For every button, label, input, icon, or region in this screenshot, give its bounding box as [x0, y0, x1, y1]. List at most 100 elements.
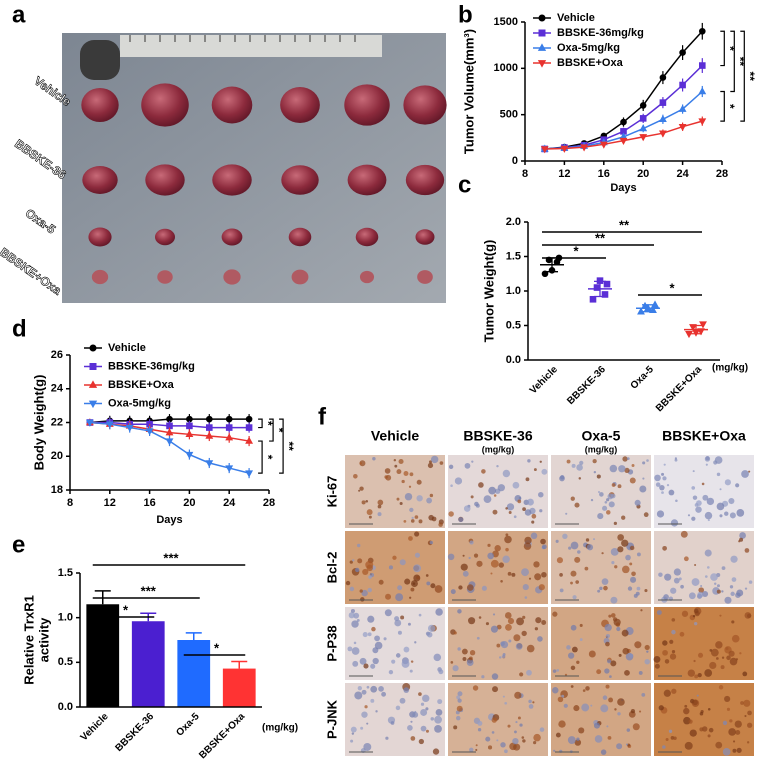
- ihc-cell: [608, 697, 614, 703]
- ihc-cell: [702, 494, 709, 501]
- significance-bracket: [730, 30, 735, 93]
- ihc-cell: [356, 543, 361, 548]
- y-tick-label: 0.0: [506, 354, 521, 366]
- ihc-cell: [434, 585, 443, 593]
- ihc-cell: [412, 711, 419, 718]
- ihc-cell: [689, 729, 697, 737]
- ihc-cell: [496, 739, 499, 742]
- ihc-cell: [687, 669, 696, 677]
- tumor: [288, 227, 312, 247]
- y-tick-label: 0.0: [58, 701, 73, 713]
- ihc-cell: [374, 641, 383, 650]
- ihc-cell: [404, 578, 411, 585]
- ihc-cell: [359, 460, 366, 467]
- ihc-cell: [616, 626, 621, 632]
- ihc-cell: [556, 668, 560, 672]
- ihc-image: [448, 607, 548, 680]
- point: [206, 424, 213, 431]
- ihc-cell: [438, 669, 444, 675]
- ihc-cell: [562, 533, 568, 539]
- ihc-cell: [704, 669, 713, 677]
- ihc-cell: [669, 639, 674, 644]
- ihc-cell: [491, 731, 495, 734]
- ihc-cell: [448, 511, 454, 517]
- ihc-cell: [469, 650, 476, 656]
- ihc-cell: [502, 695, 505, 698]
- ihc-cell: [626, 728, 631, 732]
- ihc-cell: [458, 585, 463, 590]
- panel-label: c: [458, 171, 471, 198]
- ihc-row-label: Ki-67: [324, 476, 339, 508]
- ihc-column-note: (mg/kg): [482, 444, 515, 454]
- ihc-cell: [414, 552, 421, 558]
- ihc-cell: [422, 694, 430, 703]
- significance-label: *: [272, 428, 286, 433]
- ihc-cell: [577, 550, 581, 554]
- ihc-cell: [557, 696, 564, 703]
- ihc-cell: [585, 686, 590, 691]
- significance-bracket: [279, 418, 284, 474]
- point: [125, 424, 134, 432]
- ihc-cell: [724, 596, 732, 604]
- ihc-cell: [537, 636, 543, 642]
- ihc-cell: [552, 611, 558, 617]
- ihc-cell: [372, 456, 376, 461]
- ihc-cell: [668, 729, 673, 733]
- ihc-cell: [407, 725, 413, 731]
- ihc-cell: [735, 658, 739, 661]
- x-tick-label: 20: [637, 168, 649, 180]
- tumor: [223, 269, 241, 285]
- x-axis-label: Days: [610, 182, 636, 194]
- ihc-cell: [702, 590, 709, 598]
- ihc-cell: [490, 625, 499, 633]
- ihc-cell: [720, 665, 725, 670]
- ihc-cell: [360, 597, 365, 602]
- ihc-cell: [579, 623, 583, 627]
- ihc-cell: [408, 485, 412, 488]
- ihc-cell: [729, 719, 733, 723]
- ihc-cell: [666, 483, 670, 487]
- ihc-cell: [631, 571, 636, 577]
- x-tick-label: 16: [143, 497, 155, 509]
- ihc-cell: [385, 736, 389, 740]
- ihc-cell: [714, 582, 717, 585]
- ihc-cell: [487, 543, 491, 547]
- ihc-cell: [447, 553, 455, 561]
- point: [225, 415, 233, 423]
- ihc-cell: [453, 725, 458, 730]
- ihc-cell: [607, 735, 612, 740]
- photo-row-label: BBSKE-36: [12, 137, 69, 183]
- ihc-cell: [618, 653, 622, 657]
- ihc-cell: [663, 689, 671, 697]
- y-axis-label: Relative TrxR1: [21, 595, 36, 685]
- ihc-cell: [611, 483, 616, 487]
- ihc-cell: [699, 711, 704, 716]
- ihc-cell: [687, 514, 691, 517]
- significance-bracket: [269, 418, 274, 442]
- ihc-column-header: BBSKE-36: [463, 428, 532, 444]
- ihc-cell: [555, 539, 559, 543]
- ihc-cell: [393, 458, 397, 462]
- ihc-cell: [487, 745, 493, 750]
- ihc-cell: [731, 620, 735, 624]
- ihc-cell: [478, 616, 482, 619]
- point: [678, 104, 687, 112]
- ihc-cell: [370, 685, 378, 693]
- ihc-cell: [656, 510, 665, 518]
- ihc-cell: [707, 708, 711, 711]
- ihc-cell: [522, 507, 526, 512]
- ihc-cell: [617, 698, 625, 706]
- ihc-cell: [708, 727, 714, 733]
- ihc-cell: [654, 663, 660, 669]
- point: [679, 81, 686, 89]
- tumor: [91, 269, 109, 285]
- ihc-cell: [680, 530, 688, 538]
- ihc-cell: [696, 694, 699, 697]
- ihc-cell: [527, 459, 531, 463]
- ihc-cell: [625, 743, 629, 746]
- ihc-cell: [707, 519, 710, 522]
- ihc-cell: [433, 653, 442, 662]
- point: [659, 74, 667, 81]
- tumor: [291, 269, 309, 285]
